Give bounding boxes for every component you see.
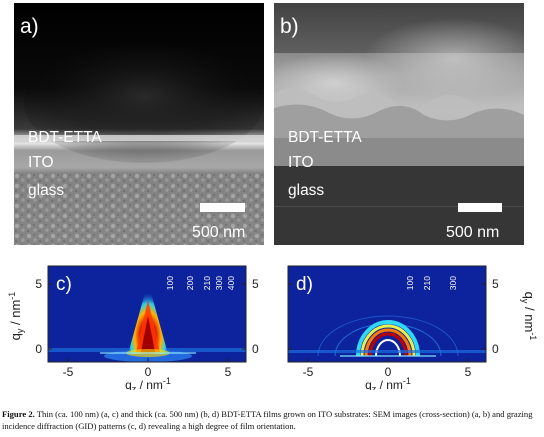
y-tick-label-right: 0: [252, 342, 259, 356]
x-axis-label: qz / nm-1: [125, 376, 171, 390]
reflection-label: 400: [226, 276, 236, 290]
layer-label-ito: ITO: [28, 154, 54, 171]
y-tick-label: 5: [35, 277, 42, 291]
gid-plot-c: qy / nm-1 5 0 100 200 210 300 400 c) -5 …: [7, 265, 259, 390]
x-tick-label: -5: [303, 365, 314, 379]
panel-label-b: b): [280, 15, 299, 38]
gid-pattern-thin-film: qy / nm-1 5 0 100 200 210 300 400 c) -5 …: [0, 260, 268, 390]
reflection-label: 210: [422, 276, 432, 290]
y-axis-label-right: qy / nm-1: [520, 292, 538, 341]
sem-image-thick-film: b) BDT-ETTA ITO glass 500 nm: [274, 3, 524, 245]
y-tick-label-right: 5: [492, 277, 499, 291]
reflection-label: 100: [165, 276, 175, 290]
caption-text: Thin (ca. 100 nm) (a, c) and thick (ca. …: [2, 409, 533, 431]
x-tick-label: 0: [385, 365, 392, 379]
sem-image-thin-film: a) BDT-ETTA ITO glass 500 nm: [14, 3, 264, 245]
panel-label-a: a): [20, 15, 39, 38]
axis-ticks: [288, 283, 486, 362]
x-tick-label: 0: [145, 365, 152, 379]
y-tick-label-right: 0: [492, 342, 499, 356]
axis-ticks: [48, 283, 246, 362]
layer-label-glass: glass: [28, 182, 65, 199]
y-tick-label: 0: [35, 342, 42, 356]
layer-label-glass: glass: [288, 182, 325, 199]
layer-label-ito: ITO: [288, 154, 314, 171]
scale-bar-label: 500 nm: [192, 224, 246, 241]
x-axis-label: qz / nm-1: [365, 376, 411, 390]
gid-pattern-thick-film: 100 210 300 d) -5 0 5 qz / nm-1 5 0 qy /…: [270, 260, 538, 390]
x-tick-label: 5: [465, 365, 472, 379]
reflection-label: 100: [405, 276, 415, 290]
panel-label-c: c): [56, 274, 72, 295]
figure-caption: Figure 2. Thin (ca. 100 nm) (a, c) and t…: [2, 409, 542, 432]
reflection-label: 200: [185, 276, 195, 290]
scale-bar-label: 500 nm: [446, 224, 500, 241]
sem-micrograph-b: [274, 3, 524, 245]
reflection-label: 210: [202, 276, 212, 290]
sem-micrograph-a: [14, 3, 264, 245]
layer-label-bdt-etta: BDT-ETTA: [28, 129, 102, 146]
y-tick-label-right: 5: [252, 277, 259, 291]
figure-number: Figure 2.: [2, 409, 35, 419]
reflection-label: 300: [214, 276, 224, 290]
y-axis-label: qy / nm-1: [7, 292, 25, 341]
scale-bar: [200, 203, 245, 212]
gid-plot-d: 100 210 300 d) -5 0 5 qz / nm-1 5 0 qy /…: [287, 265, 538, 390]
diffraction-arcs: [317, 315, 459, 357]
scale-bar: [458, 203, 502, 212]
x-tick-label: -5: [63, 365, 74, 379]
panel-label-d: d): [296, 274, 313, 295]
reflection-label: 300: [448, 276, 458, 290]
layer-label-bdt-etta: BDT-ETTA: [288, 129, 362, 146]
x-tick-label: 5: [225, 365, 232, 379]
